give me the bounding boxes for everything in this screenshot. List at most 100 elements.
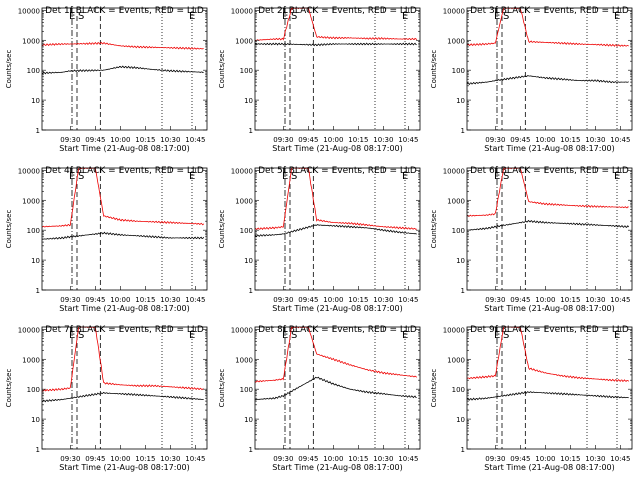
y-tick-label: 1	[249, 127, 253, 135]
x-tick-label: 10:15	[135, 136, 155, 144]
x-tick-label: 09:30	[485, 455, 505, 463]
x-tick-label: 09:30	[60, 455, 80, 463]
y-tick-label: 10000	[18, 7, 40, 15]
y-tick-label: 100	[27, 67, 40, 75]
region-marker-s: S	[78, 11, 84, 22]
x-tick-label: 09:30	[60, 136, 80, 144]
y-tick-label: 1	[461, 446, 465, 454]
y-tick-label: 1	[249, 446, 253, 454]
x-tick-label: 10:45	[398, 296, 418, 304]
panel-title: Det 3f BLACK = Events, RED = LLD	[470, 6, 629, 16]
x-tick-label: 10:45	[398, 136, 418, 144]
y-tick-label: 100	[452, 386, 465, 394]
plot-frame	[254, 7, 421, 131]
y-tick-label: 10000	[443, 167, 465, 175]
x-tick-label: 10:15	[560, 136, 580, 144]
y-tick-label: 10	[456, 257, 465, 265]
x-tick-label: 10:00	[535, 136, 555, 144]
y-tick-label: 100	[452, 67, 465, 75]
x-tick-label: 10:15	[560, 455, 580, 463]
x-tick-label: 09:45	[298, 296, 318, 304]
x-tick-label: 10:00	[535, 455, 555, 463]
y-tick-label: 1	[36, 127, 40, 135]
y-tick-label: 10	[244, 97, 253, 105]
y-axis-label: Counts/sec	[5, 210, 13, 249]
plot-frame	[41, 7, 208, 131]
events-series-line	[255, 376, 417, 401]
region-marker-e: E	[614, 330, 620, 341]
x-tick-label: 09:45	[85, 296, 105, 304]
y-tick-label: 1	[461, 127, 465, 135]
region-marker-e: E	[189, 330, 195, 341]
x-tick-label: 10:00	[110, 296, 130, 304]
plot-frame	[466, 7, 633, 131]
events-series-line	[41, 65, 204, 75]
y-tick-label: 1000	[22, 37, 40, 45]
x-tick-label: 10:00	[323, 455, 343, 463]
x-tick-label: 10:00	[110, 136, 130, 144]
x-tick-label: 10:30	[160, 136, 180, 144]
y-tick-label: 10000	[443, 326, 465, 334]
region-marker-e: E	[494, 11, 500, 22]
panel-title: Det 7f BLACK = Events, RED = LLD	[45, 325, 204, 335]
region-marker-e: E	[69, 330, 75, 341]
events-series-line	[466, 75, 629, 85]
x-tick-label: 09:30	[485, 296, 505, 304]
y-tick-label: 10	[456, 416, 465, 424]
y-tick-label: 100	[27, 227, 40, 235]
lld-series-line	[466, 167, 629, 217]
plot-frame	[466, 326, 633, 450]
panel-title: Det 2f BLACK = Events, RED = LLD	[258, 6, 417, 16]
region-marker-s: S	[291, 171, 297, 182]
y-tick-label: 1000	[447, 37, 465, 45]
region-marker-s: S	[503, 330, 509, 341]
x-tick-label: 10:00	[535, 296, 555, 304]
x-tick-label: 10:15	[135, 455, 155, 463]
region-marker-s: S	[78, 171, 84, 182]
x-axis-label: Start Time (21-Aug-08 08:17:00)	[484, 144, 615, 153]
events-series-line	[41, 391, 204, 403]
y-tick-label: 10000	[231, 167, 253, 175]
region-marker-e: E	[402, 330, 408, 341]
x-tick-label: 10:15	[348, 136, 368, 144]
region-marker-e: E	[402, 11, 408, 22]
plot-frame	[254, 326, 421, 450]
y-axis-label: Counts/sec	[218, 369, 226, 408]
region-marker-s: S	[291, 330, 297, 341]
x-tick-label: 09:30	[485, 136, 505, 144]
y-tick-label: 1000	[447, 356, 465, 364]
region-marker-e: E	[69, 171, 75, 182]
x-tick-label: 09:45	[510, 296, 530, 304]
y-tick-label: 10	[31, 416, 40, 424]
plot-frame	[254, 167, 421, 291]
region-marker-e: E	[282, 171, 288, 182]
y-tick-label: 10000	[231, 326, 253, 334]
events-series-line	[254, 42, 417, 47]
panel-title: Det 8f BLACK = Events, RED = LLD	[258, 325, 417, 335]
y-axis-label: Counts/sec	[218, 50, 226, 89]
region-marker-s: S	[78, 330, 84, 341]
x-tick-label: 10:30	[585, 136, 605, 144]
x-tick-label: 09:30	[273, 136, 293, 144]
x-tick-label: 10:00	[323, 296, 343, 304]
x-tick-label: 09:30	[273, 296, 293, 304]
x-tick-label: 10:45	[185, 455, 205, 463]
x-tick-label: 10:30	[585, 296, 605, 304]
y-axis-label: Counts/sec	[430, 210, 438, 249]
region-marker-s: S	[503, 11, 509, 22]
lld-series-line	[254, 167, 417, 231]
y-tick-label: 10	[456, 97, 465, 105]
y-tick-label: 1000	[235, 37, 253, 45]
x-tick-label: 10:15	[348, 296, 368, 304]
y-tick-label: 10000	[231, 7, 253, 15]
y-tick-label: 10	[244, 257, 253, 265]
x-tick-label: 10:30	[373, 296, 393, 304]
x-tick-label: 10:45	[610, 136, 630, 144]
y-axis-label: Counts/sec	[430, 50, 438, 89]
